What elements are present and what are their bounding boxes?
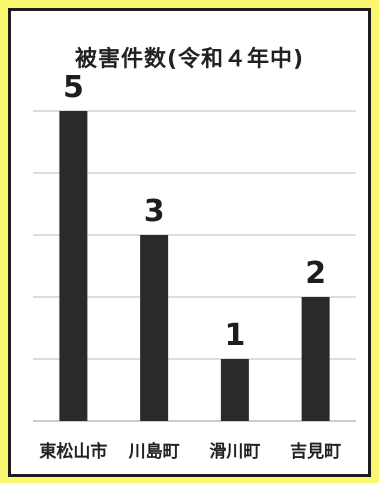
bar-2 (140, 235, 169, 421)
bar-1 (59, 111, 88, 421)
category-label-2: 川島町 (128, 441, 180, 462)
chart-title: 被害件数(令和４年中) (74, 47, 305, 72)
data-label-3: 1 (224, 318, 245, 353)
bar-3 (220, 359, 249, 421)
category-label-1: 東松山市 (39, 441, 107, 462)
data-label-4: 2 (305, 256, 326, 291)
category-label-4: 吉見町 (290, 442, 341, 462)
data-label-1: 5 (63, 70, 84, 105)
bar-4 (301, 297, 330, 421)
chart-panel: 被害件数(令和４年中) 5 東松山市 3 川島町 1 滑川町 2 吉見町 (8, 8, 371, 477)
data-label-2: 3 (144, 194, 165, 229)
category-label-3: 滑川町 (209, 442, 260, 462)
bar-chart: 5 東松山市 3 川島町 1 滑川町 2 吉見町 (33, 70, 356, 462)
